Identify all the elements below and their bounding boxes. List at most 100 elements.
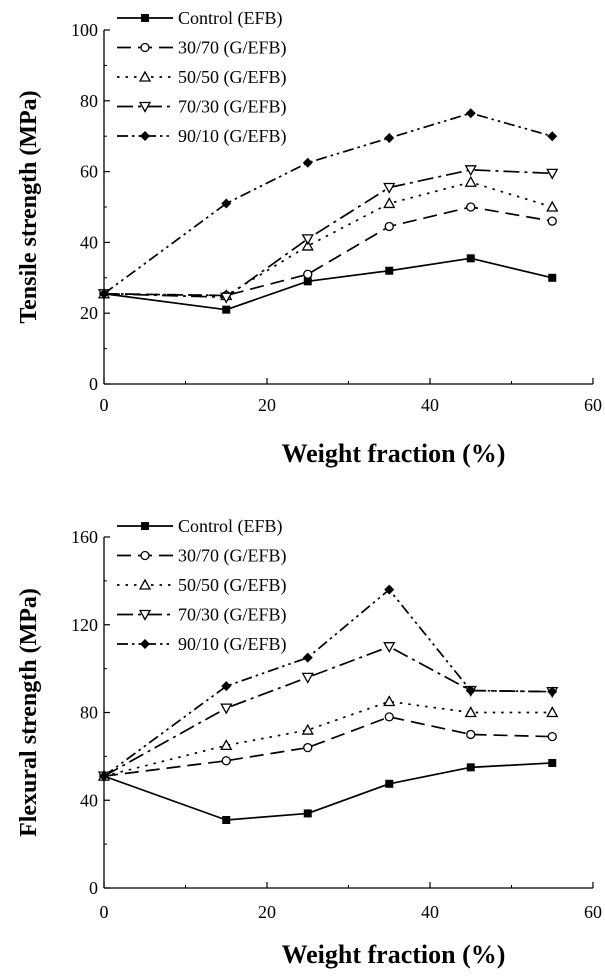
y-tick-label: 60 xyxy=(80,162,98,182)
data-point xyxy=(546,168,559,180)
legend-marker xyxy=(138,609,152,621)
legend-marker xyxy=(141,522,149,530)
x-tick-label: 40 xyxy=(421,395,439,415)
series-line xyxy=(103,716,553,777)
data-point xyxy=(548,758,557,767)
legend-label: 90/10 (G/EFB) xyxy=(178,634,287,655)
data-point xyxy=(383,182,396,194)
data-point xyxy=(464,706,477,718)
y-axis-title: Flexural strength (MPa) xyxy=(16,588,42,837)
legend-item: Control (EFB) xyxy=(117,8,283,29)
y-tick-label: 120 xyxy=(71,615,98,635)
y-tick-label: 0 xyxy=(89,878,98,898)
y-tick-label: 0 xyxy=(89,374,98,394)
data-point xyxy=(546,706,559,718)
data-point xyxy=(220,703,233,715)
data-point xyxy=(301,239,314,251)
data-point xyxy=(385,266,394,275)
legend-label: 50/50 (G/EFB) xyxy=(178,575,287,596)
legend: Control (EFB) 30/70 (G/EFB) 50/50 (G/EFB) 7… xyxy=(117,516,287,655)
y-tick-label: 160 xyxy=(71,527,98,547)
data-point xyxy=(302,652,313,663)
data-point xyxy=(221,681,232,692)
data-point xyxy=(301,234,314,246)
data-point xyxy=(221,756,231,766)
data-point xyxy=(383,695,396,707)
data-point xyxy=(99,771,109,782)
x-tick-label: 0 xyxy=(100,902,109,922)
legend-marker xyxy=(140,550,150,561)
data-point xyxy=(548,273,557,282)
data-point xyxy=(383,197,396,209)
legend-item: Control (EFB) xyxy=(117,516,283,537)
data-point xyxy=(547,216,557,226)
series-4 xyxy=(97,642,559,783)
series-line xyxy=(103,168,553,299)
y-tick-label: 80 xyxy=(80,91,98,111)
legend-item: 90/10 (G/EFB) xyxy=(117,634,287,655)
x-tick-label: 60 xyxy=(584,395,602,415)
x-tick-label: 20 xyxy=(258,395,276,415)
data-point xyxy=(384,712,394,722)
data-point xyxy=(220,739,233,751)
legend-item: 30/70 (G/EFB) xyxy=(117,546,287,567)
series-line xyxy=(103,645,553,777)
legend-marker xyxy=(140,131,150,141)
data-point xyxy=(465,685,476,696)
y-tick-label: 40 xyxy=(80,232,98,252)
legend-label: 50/50 (G/EFB) xyxy=(178,67,287,88)
data-point xyxy=(383,642,396,654)
series-5 xyxy=(99,108,558,299)
data-point xyxy=(466,729,476,740)
series-5 xyxy=(99,584,558,782)
data-point xyxy=(547,686,558,697)
data-point xyxy=(222,305,231,314)
legend-marker xyxy=(138,70,152,82)
legend-label: 70/30 (G/EFB) xyxy=(178,97,287,118)
legend-marker xyxy=(140,42,150,53)
legend: Control (EFB) 30/70 (G/EFB) 50/50 (G/EFB) 7… xyxy=(117,8,287,147)
x-tick-label: 20 xyxy=(258,902,276,922)
data-point xyxy=(220,292,233,304)
series-2 xyxy=(99,712,557,781)
data-point xyxy=(466,202,476,212)
data-point xyxy=(384,584,395,595)
y-axis-title: Tensile strength (MPa) xyxy=(16,90,42,323)
data-point xyxy=(385,779,394,788)
series-line xyxy=(103,206,553,297)
data-point xyxy=(301,723,314,735)
legend-label: 30/70 (G/EFB) xyxy=(178,546,287,567)
series-line xyxy=(103,257,553,311)
x-tick-label: 0 xyxy=(100,395,109,415)
data-point xyxy=(303,742,313,753)
y-tick-label: 100 xyxy=(71,20,98,40)
legend-label: Control (EFB) xyxy=(178,516,283,537)
chart-panel-2: 0 20 40 60 0 40 80 120 160 Weight fraction (%) Fle… xyxy=(16,516,602,969)
legend-item: 50/50 (G/EFB) xyxy=(117,67,287,88)
legend-marker xyxy=(138,101,152,113)
data-point xyxy=(384,221,394,232)
series-1 xyxy=(100,254,557,314)
y-tick-label: 20 xyxy=(80,303,98,323)
series-line xyxy=(103,700,553,777)
legend-item: 70/30 (G/EFB) xyxy=(117,605,287,626)
legend-marker xyxy=(138,578,152,590)
legend-label: Control (EFB) xyxy=(178,8,283,29)
series-line xyxy=(103,112,553,295)
series-2 xyxy=(99,202,557,301)
data-point xyxy=(222,815,231,824)
data-point xyxy=(466,254,475,263)
data-point xyxy=(465,108,476,119)
series-4 xyxy=(97,165,559,304)
x-tick-label: 60 xyxy=(584,902,602,922)
data-point xyxy=(301,672,314,684)
series-line xyxy=(103,762,553,821)
data-point xyxy=(99,288,109,299)
chart-panel-1: 0 20 40 60 0 20 40 60 80 100 Weight fraction (%) Te… xyxy=(16,8,602,468)
x-tick-label: 40 xyxy=(421,902,439,922)
legend-marker xyxy=(140,639,150,649)
data-point xyxy=(547,131,558,142)
data-point xyxy=(384,132,395,143)
data-point xyxy=(464,165,477,177)
